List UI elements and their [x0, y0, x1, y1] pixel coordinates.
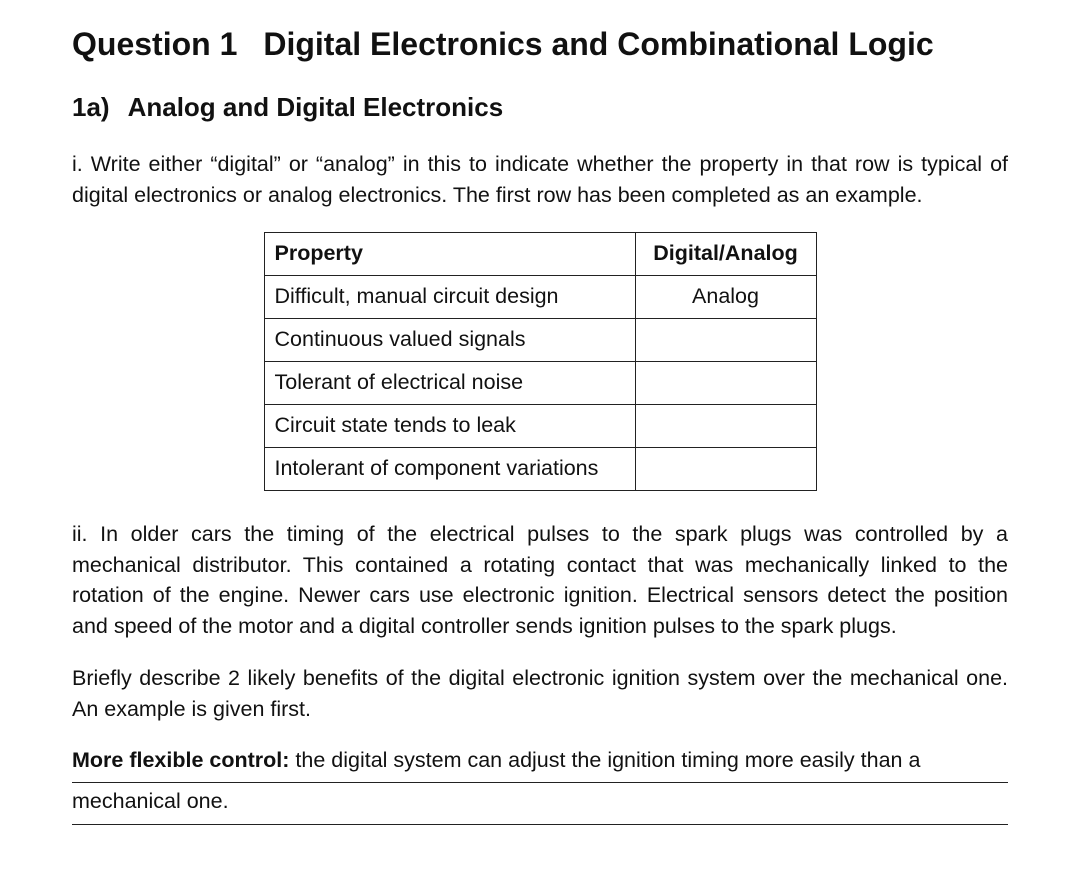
- table-row: Tolerant of electrical noise: [264, 362, 816, 405]
- properties-table-wrap: Property Digital/Analog Difficult, manua…: [72, 232, 1008, 491]
- table-header-value: Digital/Analog: [635, 233, 816, 276]
- table-row: Continuous valued signals: [264, 319, 816, 362]
- part-i-text: i. Write either “digital” or “analog” in…: [72, 149, 1008, 210]
- table-cell-value[interactable]: [635, 319, 816, 362]
- table-cell-value[interactable]: [635, 405, 816, 448]
- table-cell-property: Difficult, manual circuit design: [264, 276, 635, 319]
- table-cell-value[interactable]: [635, 448, 816, 491]
- question-title: Digital Electronics and Combinational Lo…: [263, 26, 933, 62]
- table-header-row: Property Digital/Analog: [264, 233, 816, 276]
- part-ii-para1: ii. In older cars the timing of the elec…: [72, 519, 1008, 641]
- answer-line-2: mechanical one.: [72, 783, 1008, 824]
- table-cell-property: Continuous valued signals: [264, 319, 635, 362]
- table-cell-property: Intolerant of component variations: [264, 448, 635, 491]
- subsection-heading: 1a) Analog and Digital Electronics: [72, 92, 1008, 123]
- table-header-property: Property: [264, 233, 635, 276]
- table-cell-value[interactable]: [635, 362, 816, 405]
- table-row: Difficult, manual circuit design Analog: [264, 276, 816, 319]
- part-ii-para2: Briefly describe 2 likely benefits of th…: [72, 663, 1008, 724]
- table-cell-value[interactable]: Analog: [635, 276, 816, 319]
- subsection-title: Analog and Digital Electronics: [128, 92, 504, 122]
- example-answer: More flexible control: the digital syste…: [72, 742, 1008, 825]
- question-number: Question 1: [72, 26, 237, 62]
- table-cell-property: Tolerant of electrical noise: [264, 362, 635, 405]
- properties-table: Property Digital/Analog Difficult, manua…: [264, 232, 817, 491]
- exam-page: Question 1 Digital Electronics and Combin…: [0, 0, 1080, 884]
- answer-label: More flexible control:: [72, 748, 289, 772]
- subsection-number: 1a): [72, 92, 110, 122]
- table-row: Circuit state tends to leak: [264, 405, 816, 448]
- answer-line-1-rest: the digital system can adjust the igniti…: [289, 748, 920, 772]
- question-heading: Question 1 Digital Electronics and Combin…: [72, 24, 1008, 64]
- answer-line-1: More flexible control: the digital syste…: [72, 742, 1008, 783]
- table-cell-property: Circuit state tends to leak: [264, 405, 635, 448]
- table-row: Intolerant of component variations: [264, 448, 816, 491]
